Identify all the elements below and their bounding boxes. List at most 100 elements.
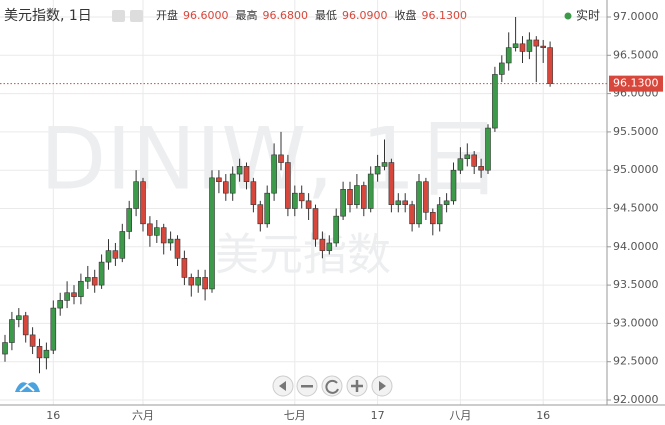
candle-body — [278, 154, 284, 163]
y-tick-label: 95.0000 — [613, 163, 659, 176]
candle-body — [223, 181, 229, 194]
candle-body — [2, 342, 8, 355]
chart-title: 美元指数, 1日 — [4, 8, 92, 24]
candle-body — [29, 334, 36, 347]
candle-body — [485, 127, 491, 171]
candle-body — [167, 238, 174, 244]
watermark: DINIW, 1日 — [40, 109, 502, 209]
candle-body — [436, 204, 443, 225]
candle-body — [126, 208, 132, 232]
candle-body — [236, 166, 243, 175]
icon — [351, 380, 363, 392]
candle-body — [533, 39, 540, 47]
candle-body — [450, 169, 457, 202]
candle-body — [188, 277, 195, 286]
candle-body — [160, 227, 167, 244]
candle-body — [264, 192, 271, 225]
candle-body — [154, 227, 160, 236]
candle-body — [250, 181, 257, 205]
candle-body — [381, 162, 388, 167]
candle-body — [354, 185, 360, 205]
logo-mark — [19, 383, 35, 392]
header-icons — [112, 10, 143, 22]
candle-body — [105, 250, 112, 263]
x-tick-label: 17 — [371, 409, 385, 422]
candle-body — [409, 204, 415, 225]
stat-value: 96.6800 — [263, 9, 309, 22]
candle-body — [333, 215, 340, 244]
y-tick-label: 93.0000 — [613, 316, 659, 329]
candle-body — [423, 181, 429, 213]
candle-body — [388, 162, 395, 205]
x-tick-label: 八月 — [449, 409, 471, 422]
icon — [301, 385, 313, 388]
stat-label: 收盘 — [395, 8, 417, 22]
x-tick-label: 七月 — [284, 409, 306, 422]
realtime-dot — [564, 12, 572, 20]
candle-body — [395, 200, 402, 205]
candle-body — [147, 223, 153, 236]
stat-label: 最高 — [236, 8, 258, 22]
candle-body — [498, 62, 505, 75]
candle-body — [505, 47, 512, 64]
candle-body — [181, 257, 188, 278]
stat-label: 最低 — [315, 9, 337, 22]
candle-body — [464, 154, 471, 160]
candle-body — [312, 208, 319, 240]
candle-body — [547, 47, 553, 84]
y-tick-label: 95.5000 — [613, 125, 659, 138]
candle-body — [22, 315, 29, 336]
icon — [112, 10, 125, 22]
candle-body — [78, 280, 84, 297]
candle-body — [15, 315, 22, 320]
candle-body — [519, 43, 526, 52]
candle-body — [271, 154, 277, 194]
candle-body — [112, 250, 119, 259]
candle-body — [174, 238, 181, 259]
candle-body — [492, 74, 498, 129]
candle-body — [43, 349, 50, 359]
stat-value: 96.1300 — [422, 9, 468, 22]
x-tick-label: 六月 — [132, 409, 154, 422]
candle-body — [133, 181, 139, 209]
y-tick-label: 92.5000 — [613, 355, 659, 368]
candle-body — [195, 277, 201, 286]
candle-body — [429, 212, 436, 225]
candle-body — [478, 166, 484, 171]
stat-value: 96.6000 — [183, 9, 229, 22]
stat-value: 96.0900 — [342, 9, 388, 22]
axis: 92.0000 92.5000 93.0000 93.5000 94.0000 94.50… — [46, 10, 658, 422]
candle-body — [291, 192, 298, 209]
icon — [279, 381, 286, 391]
y-tick-label: 94.0000 — [613, 240, 659, 253]
last-price-box — [609, 75, 663, 92]
candle-body — [50, 307, 57, 351]
last-price-label: 96.1300 — [613, 77, 659, 90]
y-tick-label: 94.5000 — [613, 202, 659, 215]
candle-body — [298, 192, 305, 202]
candle-body — [202, 277, 208, 290]
candle-body — [526, 39, 533, 52]
icon — [379, 381, 386, 391]
candle-body — [98, 261, 105, 286]
y-tick-label: 97.0000 — [613, 10, 659, 23]
candle-body — [367, 173, 374, 209]
candle-body — [416, 181, 422, 225]
candle-body — [512, 43, 519, 48]
candle-body — [340, 189, 346, 217]
candle-body — [243, 166, 250, 182]
candle-body — [64, 292, 70, 301]
candle-body — [229, 173, 236, 194]
candle-body — [140, 181, 146, 225]
candle-body — [540, 45, 547, 48]
x-tick-label: 16 — [46, 409, 60, 422]
zoom-controls — [272, 375, 393, 397]
candle-body — [347, 189, 353, 205]
candle-body — [36, 346, 43, 359]
candle-body — [374, 166, 381, 175]
realtime-label[interactable]: 实时 — [576, 8, 600, 23]
candle-body — [216, 177, 222, 182]
candle-body — [443, 200, 450, 205]
stats: 开盘 96.6000 最高 96.6800 最低 96.0900 收盘 96.1300 — [156, 8, 467, 22]
